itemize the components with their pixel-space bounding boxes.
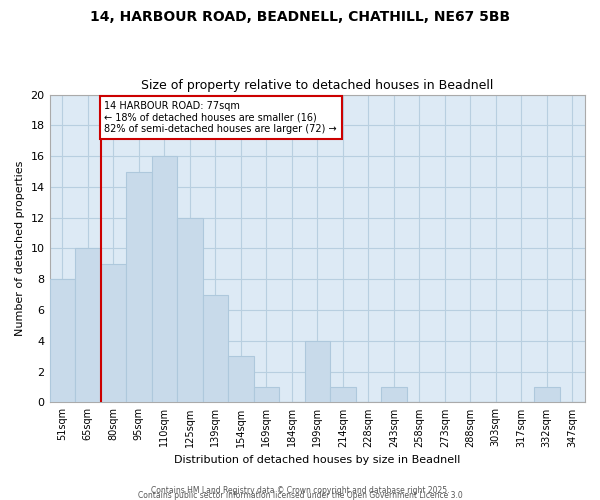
Bar bbox=[254, 387, 279, 402]
Bar bbox=[75, 248, 101, 402]
Bar bbox=[305, 341, 330, 402]
Bar bbox=[228, 356, 254, 403]
Y-axis label: Number of detached properties: Number of detached properties bbox=[15, 161, 25, 336]
Bar bbox=[203, 294, 228, 403]
Bar bbox=[330, 387, 356, 402]
Bar bbox=[126, 172, 152, 402]
Bar bbox=[381, 387, 407, 402]
Bar bbox=[177, 218, 203, 402]
Bar bbox=[50, 280, 75, 402]
X-axis label: Distribution of detached houses by size in Beadnell: Distribution of detached houses by size … bbox=[174, 455, 460, 465]
Title: Size of property relative to detached houses in Beadnell: Size of property relative to detached ho… bbox=[141, 79, 493, 92]
Text: 14 HARBOUR ROAD: 77sqm
← 18% of detached houses are smaller (16)
82% of semi-det: 14 HARBOUR ROAD: 77sqm ← 18% of detached… bbox=[104, 100, 337, 134]
Text: Contains HM Land Registry data © Crown copyright and database right 2025.: Contains HM Land Registry data © Crown c… bbox=[151, 486, 449, 495]
Bar bbox=[101, 264, 126, 402]
Bar bbox=[534, 387, 560, 402]
Text: Contains public sector information licensed under the Open Government Licence 3.: Contains public sector information licen… bbox=[137, 490, 463, 500]
Bar bbox=[152, 156, 177, 402]
Text: 14, HARBOUR ROAD, BEADNELL, CHATHILL, NE67 5BB: 14, HARBOUR ROAD, BEADNELL, CHATHILL, NE… bbox=[90, 10, 510, 24]
